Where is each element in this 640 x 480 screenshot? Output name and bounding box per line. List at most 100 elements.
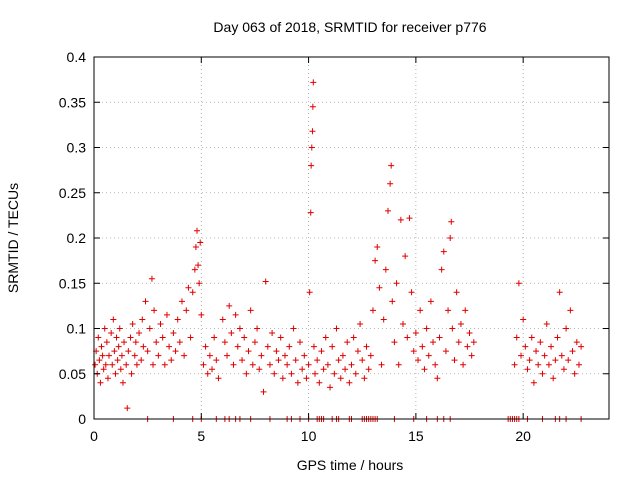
data-point [111, 348, 118, 355]
data-point [434, 375, 441, 382]
data-point [168, 357, 175, 364]
data-point [256, 366, 263, 373]
data-point [524, 366, 531, 373]
data-point [369, 307, 376, 314]
data-point [447, 235, 454, 241]
data-point [121, 339, 128, 346]
data-point [352, 370, 359, 377]
data-point [163, 311, 170, 318]
data-point [157, 320, 164, 327]
data-point [133, 361, 140, 368]
data-point [129, 320, 136, 327]
data-point [128, 370, 135, 377]
data-point [132, 339, 139, 346]
data-point [316, 379, 323, 386]
data-point [378, 361, 385, 368]
data-point [575, 361, 582, 368]
data-point [530, 379, 537, 386]
data-point [393, 280, 400, 287]
data-point [397, 216, 404, 223]
data-point [232, 311, 239, 318]
data-point [402, 253, 409, 260]
data-point [425, 352, 432, 359]
x-tick-label: 10 [301, 428, 317, 444]
data-point [410, 348, 417, 355]
y-tick-label: 0.2 [67, 230, 87, 246]
data-point [116, 325, 123, 332]
data-point [384, 207, 391, 214]
data-point [312, 370, 319, 377]
data-point [153, 339, 160, 346]
data-point [573, 339, 580, 346]
data-point [148, 275, 155, 282]
data-point [136, 330, 143, 337]
data-point [513, 334, 520, 341]
data-point [451, 357, 458, 364]
y-tick-label: 0.1 [67, 321, 87, 337]
data-point [520, 316, 527, 323]
y-tick-label: 0.25 [59, 185, 86, 201]
data-point [526, 357, 533, 364]
data-point [545, 361, 552, 368]
data-point [535, 361, 542, 368]
data-point [204, 370, 211, 377]
data-point [310, 343, 317, 350]
data-point [376, 284, 383, 291]
data-point [101, 325, 108, 332]
data-point [382, 266, 389, 273]
data-point [187, 334, 194, 341]
data-point [118, 352, 125, 359]
data-point [301, 352, 308, 359]
data-point [226, 302, 233, 309]
data-point [266, 361, 273, 368]
data-point [417, 307, 424, 314]
data-point [421, 366, 428, 373]
data-point [335, 357, 342, 364]
data-point [563, 325, 570, 332]
data-point [571, 370, 578, 377]
data-point [146, 325, 153, 332]
data-point [367, 352, 374, 359]
data-point [578, 343, 585, 350]
data-point [550, 375, 557, 382]
data-point [342, 366, 349, 373]
data-point [191, 266, 198, 273]
data-point [284, 361, 291, 368]
data-point [438, 266, 445, 273]
data-point [213, 357, 220, 364]
data-point [333, 325, 340, 332]
y-tick-label: 0.05 [59, 366, 86, 382]
data-point [365, 366, 372, 373]
data-point [277, 334, 284, 341]
data-point [445, 307, 452, 314]
data-point [247, 307, 254, 314]
data-point [423, 325, 430, 332]
data-point [113, 334, 120, 341]
data-point [320, 366, 327, 373]
data-point [430, 339, 437, 346]
data-point [239, 357, 246, 364]
data-point [305, 361, 312, 368]
data-point [288, 370, 295, 377]
x-tick-label: 20 [515, 428, 531, 444]
data-point [348, 361, 355, 368]
data-point [198, 311, 205, 318]
data-point [387, 180, 394, 187]
data-point [178, 298, 185, 305]
data-point [339, 352, 346, 359]
data-point [194, 227, 200, 234]
data-point [522, 343, 529, 350]
data-point [189, 289, 196, 296]
data-point [363, 343, 370, 350]
data-point [243, 370, 250, 377]
y-axis: 0 0.05 0.1 0.15 0.2 0.25 0.3 0.35 0.4 [59, 49, 609, 427]
data-point [470, 339, 477, 346]
data-point [324, 361, 331, 368]
data-point [468, 352, 475, 359]
data-point [306, 289, 313, 296]
y-tick-label: 0.3 [67, 140, 87, 156]
y-axis-label: SRMTID / TECUs [5, 183, 21, 293]
data-point [262, 278, 269, 285]
data-point [224, 352, 231, 359]
data-point [140, 343, 147, 350]
